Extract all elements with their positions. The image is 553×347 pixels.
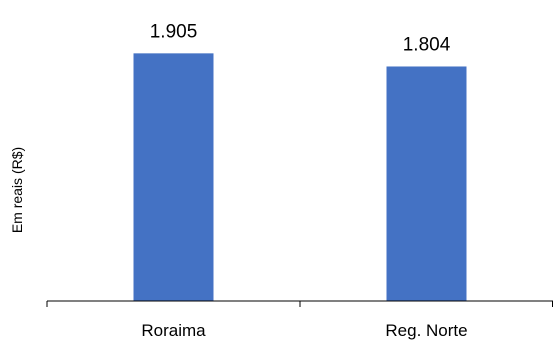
data-label-1: 1.804 [403,34,451,55]
bars-group: 1.905 1.804 [133,21,467,301]
data-label-0: 1.905 [150,21,198,42]
y-axis-label: Em reais (R$) [9,147,25,233]
bar-0 [133,53,214,301]
bar-1 [386,66,467,301]
x-axis: Roraima Reg. Norte [46,300,553,340]
x-tick-label-1: Reg. Norte [385,321,467,340]
x-tick-label-0: Roraima [141,321,206,340]
